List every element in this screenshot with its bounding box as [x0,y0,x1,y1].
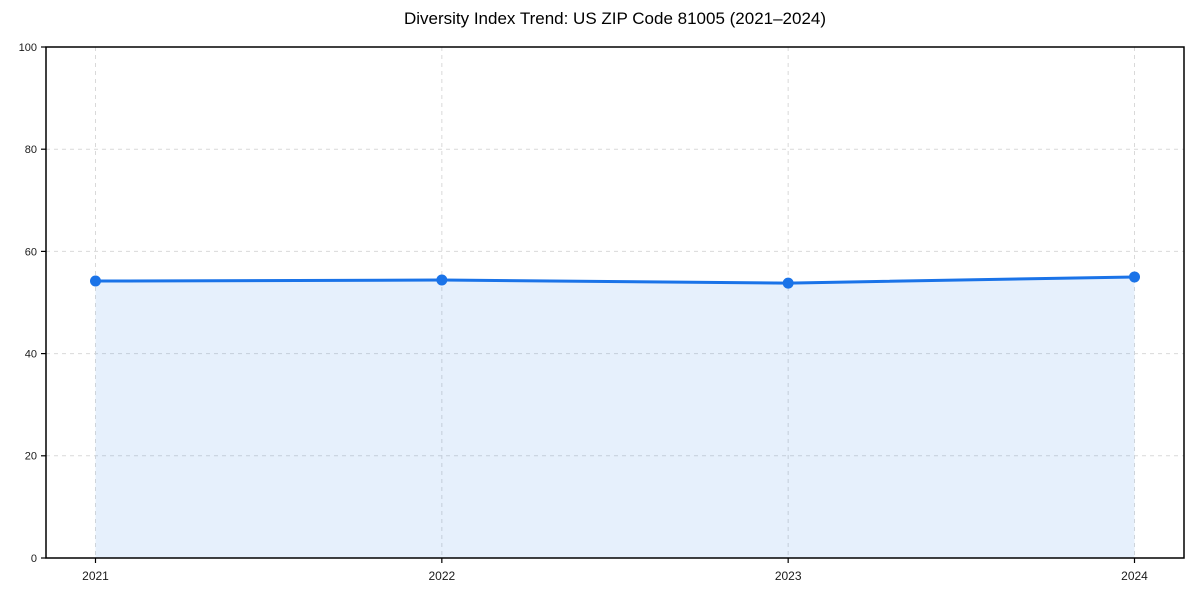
plot-border [45,46,1185,559]
tick-label-layer: 0 20 40 60 80 100 2021 2022 2023 2024 [19,42,1149,583]
data-point-2021 [90,275,101,287]
y-tick-label: 20 [25,451,37,463]
x-tick-label: 2021 [82,569,109,583]
data-point-2022 [436,274,448,286]
y-tick-label: 100 [19,42,37,54]
y-tick-label: 60 [25,246,37,258]
y-tick-label: 80 [25,144,37,156]
chart-title: Diversity Index Trend: US ZIP Code 81005… [403,9,827,28]
x-tick-label: 2024 [1121,569,1148,583]
trend-line [94,275,1136,285]
data-point-2023 [782,277,794,289]
x-tick-label: 2023 [775,569,802,583]
data-point-2024 [1129,271,1140,283]
y-tick-label: 40 [25,348,37,360]
line-layer [94,275,1136,285]
marker-layer [90,271,1140,289]
x-tick-label: 2022 [428,569,455,583]
y-tick-label: 0 [31,553,37,565]
area-layer [95,276,1135,558]
area-fill [95,276,1135,558]
axis-layer [41,46,1185,563]
